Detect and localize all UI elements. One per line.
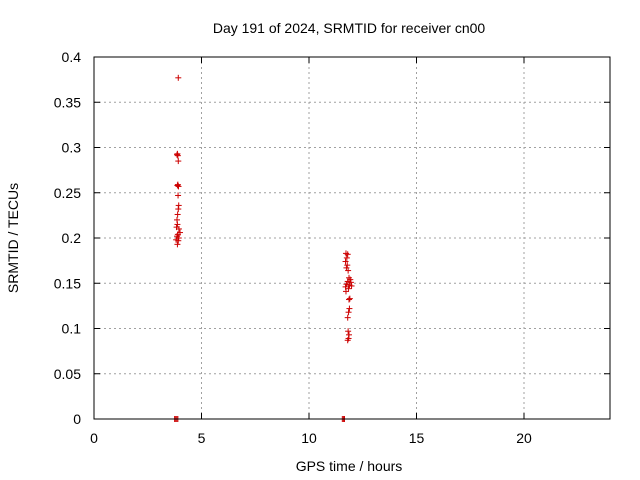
data-point <box>346 305 353 312</box>
grid-lines <box>94 57 610 419</box>
y-tick-label: 0.35 <box>54 94 81 110</box>
data-point <box>174 211 181 218</box>
data-point <box>175 192 182 199</box>
data-point <box>175 183 182 190</box>
y-axis-label: SRMTID / TECUs <box>5 183 21 293</box>
data-points <box>171 74 355 422</box>
chart-title: Day 191 of 2024, SRMTID for receiver cn0… <box>213 20 486 36</box>
y-tick-label: 0.15 <box>54 275 81 291</box>
x-tick-labels: 0 5 10 15 20 <box>90 430 532 446</box>
x-tick-label: 10 <box>301 430 317 446</box>
data-point <box>173 151 180 158</box>
x-tick-label: 0 <box>90 430 98 446</box>
data-point <box>344 337 351 344</box>
y-tick-label: 0 <box>73 411 81 427</box>
y-tick-label: 0.05 <box>54 366 81 382</box>
data-point <box>344 262 351 269</box>
data-point <box>175 237 182 244</box>
data-point <box>342 288 349 295</box>
data-point <box>348 282 355 289</box>
data-point <box>345 328 352 335</box>
y-tick-label: 0.2 <box>62 230 82 246</box>
data-point <box>345 267 352 274</box>
plot-frame <box>93 56 611 420</box>
y-tick-label: 0.1 <box>62 321 82 337</box>
data-point <box>344 251 351 258</box>
data-point <box>175 158 182 165</box>
x-tick-label: 15 <box>409 430 425 446</box>
data-point <box>174 182 181 189</box>
data-point <box>344 278 351 285</box>
data-point <box>174 221 181 228</box>
data-point <box>343 281 350 288</box>
data-point <box>345 296 352 303</box>
data-point <box>175 225 182 232</box>
data-point <box>175 206 182 213</box>
y-tick-label: 0.4 <box>62 49 82 65</box>
data-point <box>345 285 352 292</box>
x-tick-label: 5 <box>198 430 206 446</box>
y-tick-label: 0.25 <box>54 185 81 201</box>
data-point <box>175 74 182 81</box>
data-point <box>345 309 352 316</box>
x-tick-label: 20 <box>516 430 532 446</box>
data-point <box>343 254 350 261</box>
y-tick-label: 0.3 <box>62 140 82 156</box>
data-point <box>344 314 351 321</box>
x-axis-label: GPS time / hours <box>296 458 403 474</box>
y-tick-labels: 0 0.05 0.1 0.15 0.2 0.25 0.3 0.35 0.4 <box>54 49 81 427</box>
data-point <box>174 152 181 159</box>
axis-ticks <box>93 56 610 420</box>
data-point <box>346 295 353 302</box>
data-point <box>342 258 349 265</box>
data-point <box>174 241 181 248</box>
